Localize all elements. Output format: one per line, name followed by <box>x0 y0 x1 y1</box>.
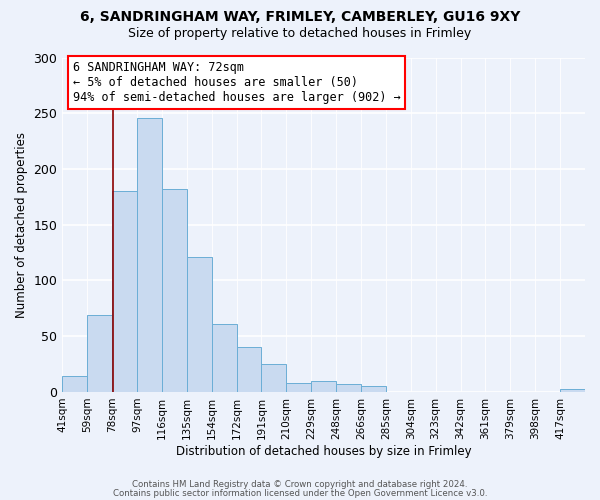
Bar <box>62 376 87 392</box>
Bar <box>361 386 386 392</box>
Bar <box>286 383 311 392</box>
Bar <box>137 118 162 392</box>
Bar <box>560 388 585 392</box>
Text: Contains HM Land Registry data © Crown copyright and database right 2024.: Contains HM Land Registry data © Crown c… <box>132 480 468 489</box>
Text: Size of property relative to detached houses in Frimley: Size of property relative to detached ho… <box>128 28 472 40</box>
Bar <box>87 315 112 392</box>
Bar <box>311 381 336 392</box>
Y-axis label: Number of detached properties: Number of detached properties <box>15 132 28 318</box>
Bar <box>212 324 236 392</box>
Text: 6 SANDRINGHAM WAY: 72sqm
← 5% of detached houses are smaller (50)
94% of semi-de: 6 SANDRINGHAM WAY: 72sqm ← 5% of detache… <box>73 61 400 104</box>
Bar <box>162 189 187 392</box>
Text: 6, SANDRINGHAM WAY, FRIMLEY, CAMBERLEY, GU16 9XY: 6, SANDRINGHAM WAY, FRIMLEY, CAMBERLEY, … <box>80 10 520 24</box>
Bar <box>336 384 361 392</box>
Bar <box>262 364 286 392</box>
X-axis label: Distribution of detached houses by size in Frimley: Distribution of detached houses by size … <box>176 444 472 458</box>
Bar <box>236 348 262 392</box>
Bar <box>112 192 137 392</box>
Bar <box>187 257 212 392</box>
Text: Contains public sector information licensed under the Open Government Licence v3: Contains public sector information licen… <box>113 489 487 498</box>
